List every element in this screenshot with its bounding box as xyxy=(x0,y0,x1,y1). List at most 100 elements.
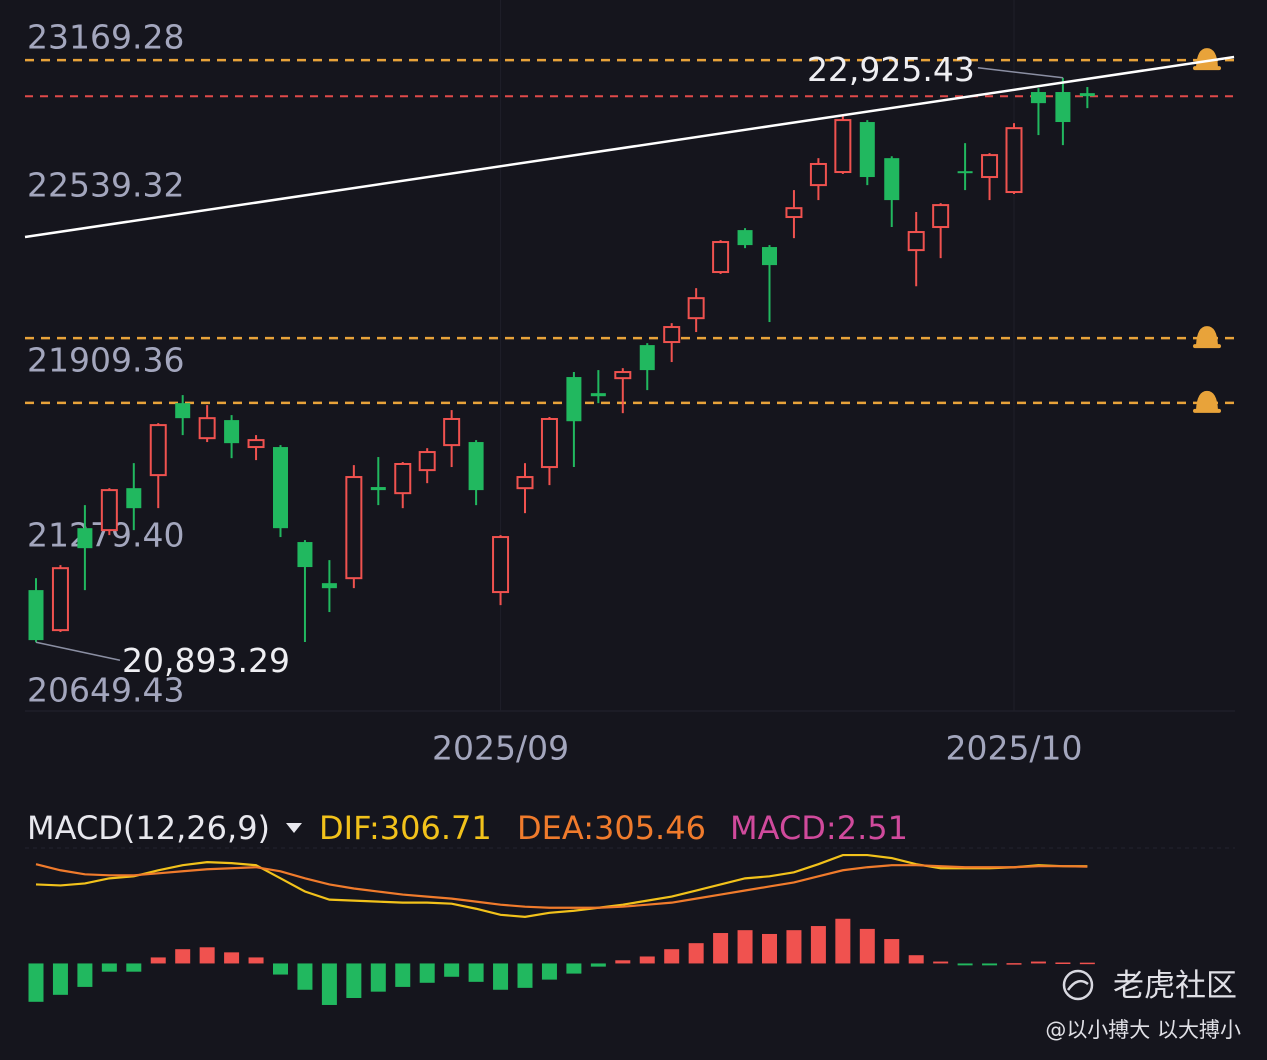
candle-body xyxy=(932,204,950,229)
candle-body xyxy=(370,487,386,491)
histogram-bar xyxy=(52,963,68,995)
candle-body xyxy=(762,247,777,266)
candle-body xyxy=(809,162,827,187)
candle-body xyxy=(639,345,655,371)
histogram-bar xyxy=(493,963,509,990)
histogram-bar xyxy=(224,952,240,964)
candle-body xyxy=(100,489,118,532)
candle-body xyxy=(1005,127,1023,194)
histogram-bar xyxy=(1030,961,1046,964)
candle-body xyxy=(394,462,412,495)
histogram-bar xyxy=(615,960,631,964)
candle-body xyxy=(198,417,216,440)
histogram-bar xyxy=(908,955,924,964)
candle-body xyxy=(834,119,852,174)
histogram-bar xyxy=(370,963,386,992)
histogram-bar xyxy=(28,963,44,1002)
candle-body xyxy=(1030,92,1046,104)
legend-dif: DIF:306.71 xyxy=(319,809,492,847)
candle-body xyxy=(418,451,436,472)
candle-body xyxy=(273,447,288,529)
histogram-bar xyxy=(126,963,142,972)
candle-body xyxy=(175,403,191,419)
watermark-icon xyxy=(1066,979,1089,991)
histogram-bar xyxy=(810,926,826,964)
histogram-bar xyxy=(273,963,288,975)
histogram-bar xyxy=(395,963,411,987)
y-tick-label: 20649.43 xyxy=(27,671,184,710)
indicator-title: MACD(12,26,9) xyxy=(27,809,270,847)
histogram-bar xyxy=(737,930,753,964)
histogram-bar xyxy=(346,963,362,999)
dropdown-arrow[interactable] xyxy=(286,823,302,833)
candle-body xyxy=(663,326,681,344)
candle-body xyxy=(687,297,705,320)
candle-body xyxy=(614,371,632,380)
histogram-bar xyxy=(762,933,777,964)
histogram-bar xyxy=(639,956,655,964)
histogram-bar xyxy=(77,963,93,987)
candle-body xyxy=(516,476,534,490)
histogram-bar xyxy=(859,928,875,964)
indicator-line xyxy=(35,853,1088,918)
y-tick-label: 23169.28 xyxy=(27,18,184,57)
candle-body xyxy=(51,567,69,632)
candle-body xyxy=(907,231,925,252)
x-tick-label: 2025/09 xyxy=(432,729,569,768)
annotation-connector xyxy=(35,641,121,661)
candle-body xyxy=(149,424,167,477)
bell-icon xyxy=(1193,344,1221,349)
histogram-bar xyxy=(713,933,729,964)
histogram-bar xyxy=(101,963,117,972)
watermark-user: @以小搏大 以大搏小 xyxy=(1045,1018,1241,1042)
histogram-bar xyxy=(957,963,973,966)
histogram-bar xyxy=(884,939,900,964)
y-tick-label: 21909.36 xyxy=(27,340,184,379)
histogram-bar xyxy=(1006,963,1022,965)
annotation-label: 22,925.43 xyxy=(807,50,975,89)
watermark-icon xyxy=(1062,969,1094,1001)
bell-icon xyxy=(1193,408,1221,413)
annotation-label: 20,893.29 xyxy=(122,641,290,680)
candle-body xyxy=(1055,92,1071,123)
candle-body xyxy=(540,417,558,469)
candle-body xyxy=(859,122,875,178)
histogram-bar xyxy=(321,963,337,1005)
candle-body xyxy=(468,442,484,491)
histogram-bar xyxy=(248,957,264,964)
candle-body xyxy=(297,542,313,568)
candle-body xyxy=(345,476,363,580)
watermark-brand: 老虎社区 xyxy=(1113,968,1237,1004)
candle-body xyxy=(77,528,93,549)
candle-body xyxy=(28,590,44,641)
bell-icon xyxy=(1196,390,1218,410)
histogram-bar xyxy=(297,963,313,990)
histogram-bar xyxy=(786,930,802,964)
histogram-bar xyxy=(541,963,557,980)
histogram-bar xyxy=(688,943,704,964)
candle-body xyxy=(590,393,606,397)
x-tick-label: 2025/10 xyxy=(945,729,1082,768)
candle-body xyxy=(785,207,803,219)
legend-macd: MACD:2.51 xyxy=(730,809,908,847)
candle-body xyxy=(884,158,900,201)
histogram-bar xyxy=(517,963,533,988)
histogram-bar xyxy=(1079,962,1095,965)
histogram-bar xyxy=(199,947,215,964)
candle-body xyxy=(712,241,730,274)
candle-body xyxy=(224,420,240,444)
candle-body xyxy=(126,488,142,509)
histogram-bar xyxy=(664,949,680,964)
histogram-bar xyxy=(419,963,435,983)
trendline xyxy=(24,55,1235,239)
histogram-bar xyxy=(150,957,166,964)
bell-icon xyxy=(1193,66,1221,71)
candle-body xyxy=(1079,93,1095,97)
histogram-bar xyxy=(982,963,998,966)
legend-dea: DEA:305.46 xyxy=(517,809,706,847)
histogram-bar xyxy=(590,963,606,967)
candle-body xyxy=(247,439,265,449)
